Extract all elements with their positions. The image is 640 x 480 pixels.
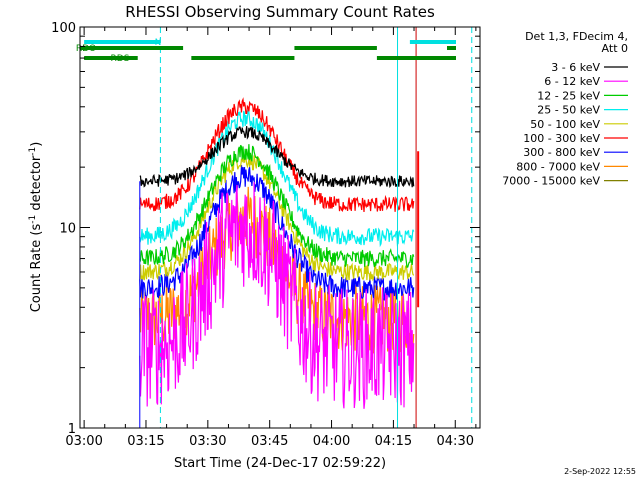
- chart-title: RHESSI Observing Summary Count Rates: [125, 3, 435, 21]
- legend-label: 6 - 12 keV: [544, 75, 600, 88]
- flag-n: N: [84, 38, 456, 48]
- legend-label: 100 - 300 keV: [523, 132, 600, 145]
- series-line: [139, 97, 415, 213]
- axes: 03:00 03:15 03:30 03:45 04:00 04:15 04:30 1 10 10…: [51, 21, 481, 449]
- series-50-100-kev: [139, 153, 415, 282]
- legend-label: 25 - 50 keV: [537, 104, 600, 117]
- x-tick-label: 03:00: [65, 434, 102, 449]
- y-axis-label-sup2: -1: [28, 147, 38, 156]
- y-axis-label-end: ): [29, 142, 44, 147]
- flag-rds: RDS: [84, 54, 456, 64]
- x-tick-label: 04:00: [313, 434, 350, 449]
- legend-label: 50 - 100 keV: [530, 118, 600, 131]
- y-tick-label: 1: [68, 422, 76, 437]
- flag-label: N: [155, 38, 162, 48]
- series-line: [139, 153, 415, 282]
- flag-label: RDO: [76, 44, 96, 54]
- legend-label: 7000 - 15000 keV: [502, 175, 600, 188]
- legend-header-line2: Att 0: [602, 42, 628, 55]
- series-line: [139, 126, 415, 189]
- series-100-300-kev: [139, 97, 415, 213]
- x-tick-label: 03:45: [251, 434, 288, 449]
- flag-bars: N RDO RDS: [76, 38, 456, 64]
- footer-date: 2-Sep-2022 12:55: [564, 467, 636, 476]
- legend-label: 3 - 6 keV: [551, 61, 600, 74]
- legend-label: 12 - 25 keV: [537, 89, 600, 102]
- y-axis-label-mid: detector: [29, 155, 44, 215]
- legend-label: 800 - 7000 keV: [516, 160, 600, 173]
- legend-label: 300 - 800 keV: [523, 146, 600, 159]
- y-tick-label: 100: [51, 21, 76, 36]
- y-axis-label: Count Rate (s-1 detector-1): [28, 142, 44, 313]
- flag-rdo: RDO: [76, 44, 456, 54]
- series-6-12-kev: [139, 181, 415, 409]
- y-tick-label: 10: [59, 222, 76, 237]
- x-tick-label: 03:30: [189, 434, 226, 449]
- x-axis-label: Start Time (24-Dec-17 02:59:22): [174, 456, 386, 471]
- series-line: [139, 181, 415, 409]
- x-tick-label: 04:30: [437, 434, 474, 449]
- series-12-25-kev: [139, 144, 415, 268]
- y-axis-label-main: Count Rate (s: [29, 224, 44, 313]
- series-3-6-kev: [139, 126, 415, 189]
- y-axis-label-sup1: -1: [28, 215, 38, 224]
- series-line: [139, 144, 415, 268]
- flag-label: RDS: [111, 54, 130, 64]
- x-tick-label: 04:15: [375, 434, 412, 449]
- legend-header-line1: Det 1,3, FDecim 4,: [525, 30, 628, 43]
- x-tick-label: 03:15: [127, 434, 164, 449]
- plot-area: [139, 27, 473, 428]
